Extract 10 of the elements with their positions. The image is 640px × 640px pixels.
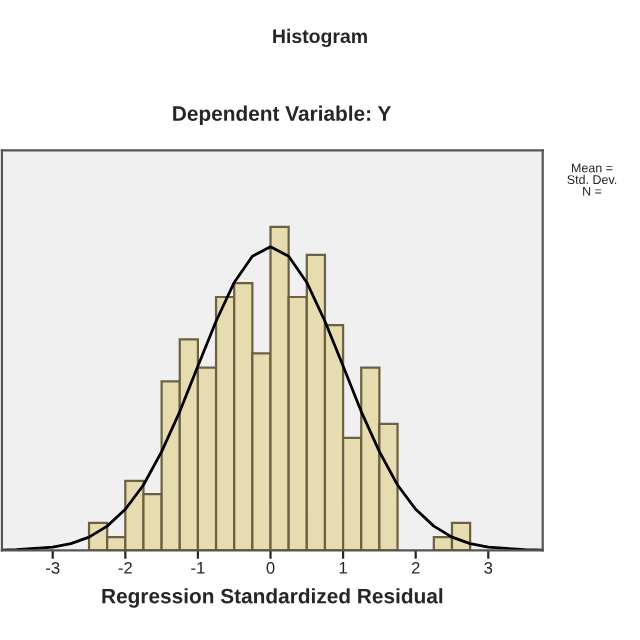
x-tick-label: 2 — [411, 561, 420, 574]
chart-title: Histogram — [273, 28, 367, 48]
x-tick-label: 3 — [484, 561, 493, 574]
x-axis-title: Regression Standardized Residual — [102, 588, 443, 608]
x-tick-label: 1 — [339, 562, 347, 574]
x-tick-label: -1 — [191, 562, 205, 574]
x-tick-label: -2 — [118, 561, 132, 574]
chart-subtitle: Dependent Variable: Y — [173, 105, 392, 126]
x-tick-label: 0 — [266, 561, 275, 574]
x-tick-label: -3 — [46, 561, 60, 574]
